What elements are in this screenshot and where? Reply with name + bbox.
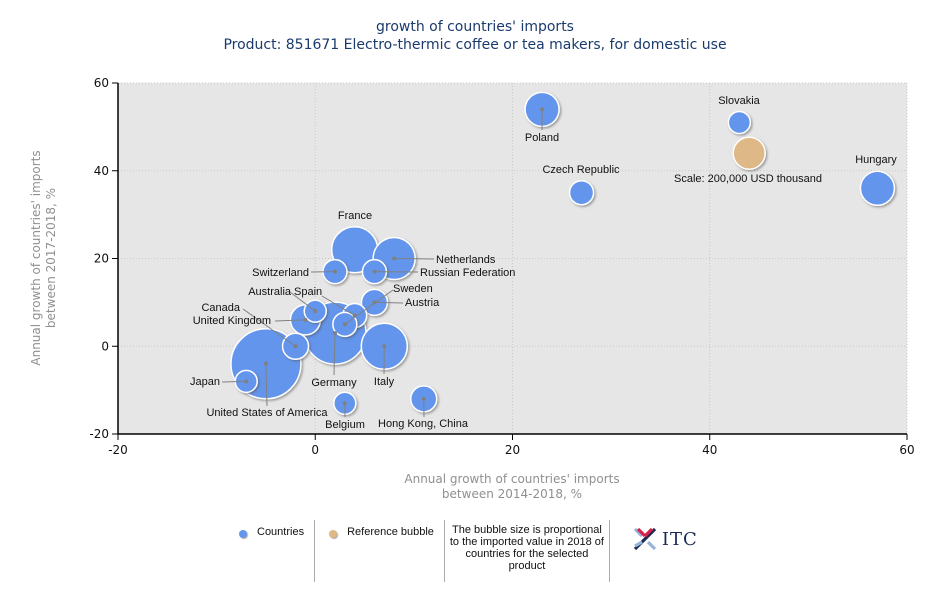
y-axis-title-line1: Annual growth of countries' imports: [29, 150, 43, 365]
bubble-center-dot: [392, 256, 397, 261]
x-tick-label: -20: [108, 443, 128, 457]
y-tick-label: -20: [89, 427, 109, 441]
bubble-label: Australia: [248, 286, 292, 298]
y-tick-label: 60: [94, 76, 109, 90]
bubble: [727, 110, 752, 135]
bubble-label: United States of America: [206, 407, 328, 419]
bubbles: [230, 91, 896, 416]
legend-divider: [443, 520, 445, 582]
bubble-center-dot: [263, 361, 268, 366]
leader-line: [221, 380, 247, 383]
legend-item-reference[interactable]: Reference bubble: [315, 520, 444, 582]
legend-reference-label: Reference bubble: [347, 526, 434, 538]
bubble-label: Switzerland: [252, 267, 309, 279]
legend: Countries Reference bubble The bubble si…: [225, 520, 698, 582]
bubble-label: Scale: 200,000 USD thousand: [674, 173, 822, 185]
x-axis-title-line2: between 2014-2018, %: [442, 487, 582, 501]
bubble-center-dot: [382, 344, 387, 349]
bubble-center-dot: [313, 309, 318, 314]
leader-line: [374, 301, 404, 304]
itc-logo-text: ITC: [661, 528, 698, 550]
gridlines: [118, 82, 908, 434]
y-tick-label: 40: [94, 164, 109, 178]
bubble-label: Belgium: [325, 419, 365, 431]
bubble-label: Austria: [405, 297, 440, 309]
legend-divider: [608, 520, 610, 582]
bubble-center-dot: [303, 317, 308, 322]
legend-divider: [314, 520, 316, 582]
bubble-label: Italy: [374, 376, 395, 388]
bubble-label: Canada: [201, 302, 240, 314]
bubble-labels: United States of America Germany France Ita…: [190, 95, 897, 431]
bubble-label: Slovakia: [718, 95, 760, 107]
leader-line: [265, 363, 268, 407]
bubble: [568, 179, 595, 206]
x-axis-title-line1: Annual growth of countries' imports: [404, 472, 619, 486]
leader-line: [289, 291, 316, 312]
bubble-center-dot: [342, 322, 347, 327]
y-axis-title-line2: between 2017-2018, %: [44, 188, 58, 328]
leader-line: [333, 333, 336, 376]
leader-line: [321, 295, 355, 316]
bubble-label: Japan: [190, 376, 220, 388]
x-tick-label: 60: [899, 443, 914, 457]
bubble-label: Poland: [525, 132, 559, 144]
bubble-label: Russian Federation: [420, 267, 515, 279]
bubble-label: Sweden: [393, 283, 433, 295]
bubble-center-dot: [342, 401, 347, 406]
bubble-center-dot: [244, 379, 249, 384]
legend-item-countries[interactable]: Countries: [225, 520, 314, 582]
itc-logo-icon: [633, 527, 657, 551]
bubble: [732, 136, 766, 170]
bubble-label: United Kingdom: [193, 315, 271, 327]
chart-title: growth of countries' imports: [376, 19, 574, 35]
bubble-label: Spain: [294, 286, 322, 298]
bubble-center-dot: [421, 396, 426, 401]
bubble-label: Hong Kong, China: [378, 418, 469, 430]
chart-subtitle: Product: 851671 Electro-thermic coffee o…: [223, 37, 727, 53]
itc-logo: ITC: [610, 520, 698, 554]
bubble-label: Netherlands: [436, 254, 496, 266]
axes: [112, 82, 908, 440]
bubble-center-dot: [540, 107, 545, 112]
bubble-center-dot: [293, 344, 298, 349]
x-tick-label: 0: [311, 443, 319, 457]
bubble-label: Czech Republic: [542, 164, 620, 176]
bubble-label: France: [338, 210, 372, 222]
x-tick-label: 20: [505, 443, 520, 457]
x-tick-label: 40: [702, 443, 717, 457]
legend-note: The bubble size is proportional to the i…: [449, 524, 604, 572]
bubble-label: Hungary: [855, 154, 897, 166]
y-tick-label: 0: [101, 339, 109, 353]
leader-line: [242, 308, 296, 347]
leader-lines: [221, 107, 545, 418]
y-axis-title: Annual growth of countries' imports betw…: [29, 150, 58, 365]
leader-line: [344, 289, 394, 325]
bubble: [859, 170, 896, 207]
bubble-center-dot: [332, 269, 337, 274]
legend-countries-label: Countries: [257, 526, 305, 538]
leader-line: [394, 258, 435, 260]
bubble-label: Germany: [311, 377, 357, 389]
y-tick-label: 20: [94, 252, 109, 266]
countries-dot-icon: [239, 530, 247, 538]
tick-labels: -20 0 20 40 60 -20 0 20 40 60: [89, 76, 914, 457]
bubble-center-dot: [332, 331, 337, 336]
leader-line: [274, 319, 306, 322]
bubble-center-dot: [372, 269, 377, 274]
reference-dot-icon: [329, 530, 338, 538]
